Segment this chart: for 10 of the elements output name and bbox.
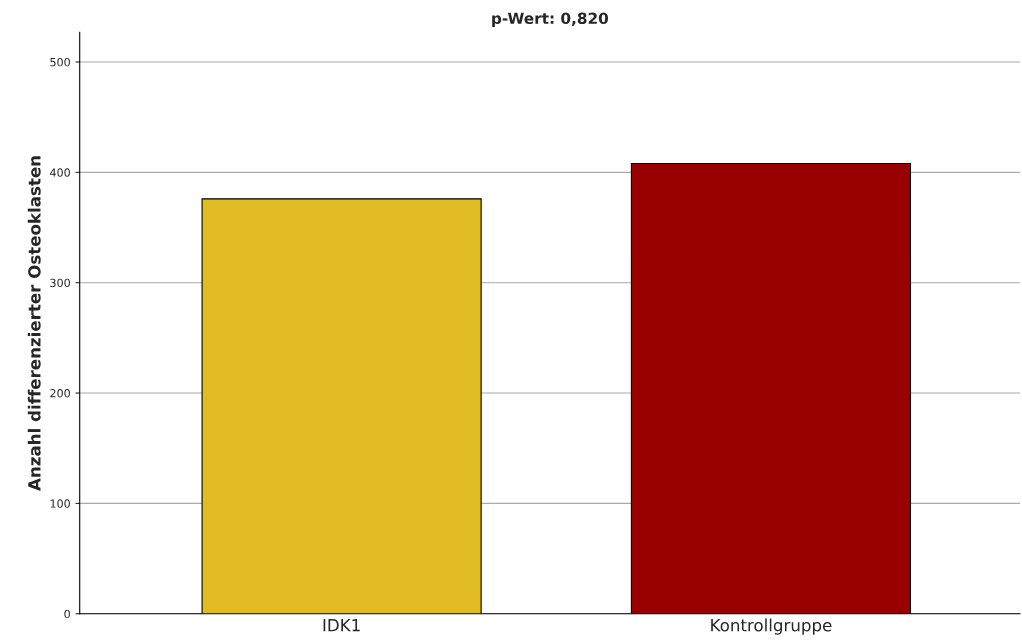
y-tick-label: 300 <box>50 278 70 288</box>
y-tick-label: 0 <box>64 609 70 619</box>
y-axis-title: Anzahl differenzierter Osteoklasten <box>27 156 41 491</box>
x-tick-label: Kontrollgruppe <box>711 618 832 635</box>
y-tick-label: 400 <box>50 168 70 177</box>
y-tick-label: 500 <box>50 57 70 67</box>
y-tick-label: 100 <box>50 499 70 508</box>
chart-title: p-Wert: 0,820 <box>492 12 609 28</box>
x-tick-label: IDK1 <box>323 619 360 632</box>
y-tick-label: 200 <box>50 389 70 398</box>
